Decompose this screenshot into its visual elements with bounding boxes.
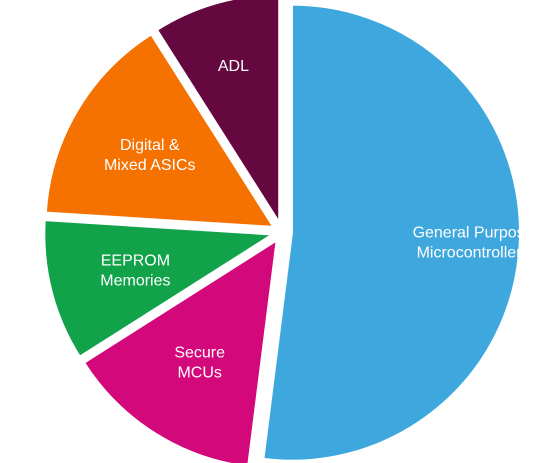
- slice-label-0: General Purpose Microcontrollers: [413, 225, 534, 262]
- pie-slice-2: [43, 219, 276, 359]
- pie-slice-4: [155, 0, 281, 226]
- slice-label-line: EEPROM: [101, 253, 170, 270]
- slice-label-3: Digital & Mixed ASICs: [104, 137, 196, 174]
- slice-label-1: Secure MCUs: [174, 345, 225, 382]
- slice-label-line: General Purpose: [413, 225, 534, 242]
- pie-slice-0: [262, 3, 521, 462]
- slice-label-line: ADL: [218, 58, 249, 75]
- pie-slice-3: [44, 33, 276, 229]
- slice-label-line: Mixed ASICs: [104, 157, 196, 174]
- slice-label-line: Digital &: [120, 137, 180, 154]
- slice-label-line: Memories: [100, 273, 170, 290]
- slice-label-4: ADL: [218, 58, 249, 75]
- slice-label-line: MCUs: [177, 365, 221, 382]
- pie-slice-1: [82, 238, 278, 463]
- slice-label-line: Microcontrollers: [417, 245, 530, 262]
- slice-label-line: Secure: [174, 345, 225, 362]
- slice-label-2: EEPROM Memories: [100, 253, 170, 290]
